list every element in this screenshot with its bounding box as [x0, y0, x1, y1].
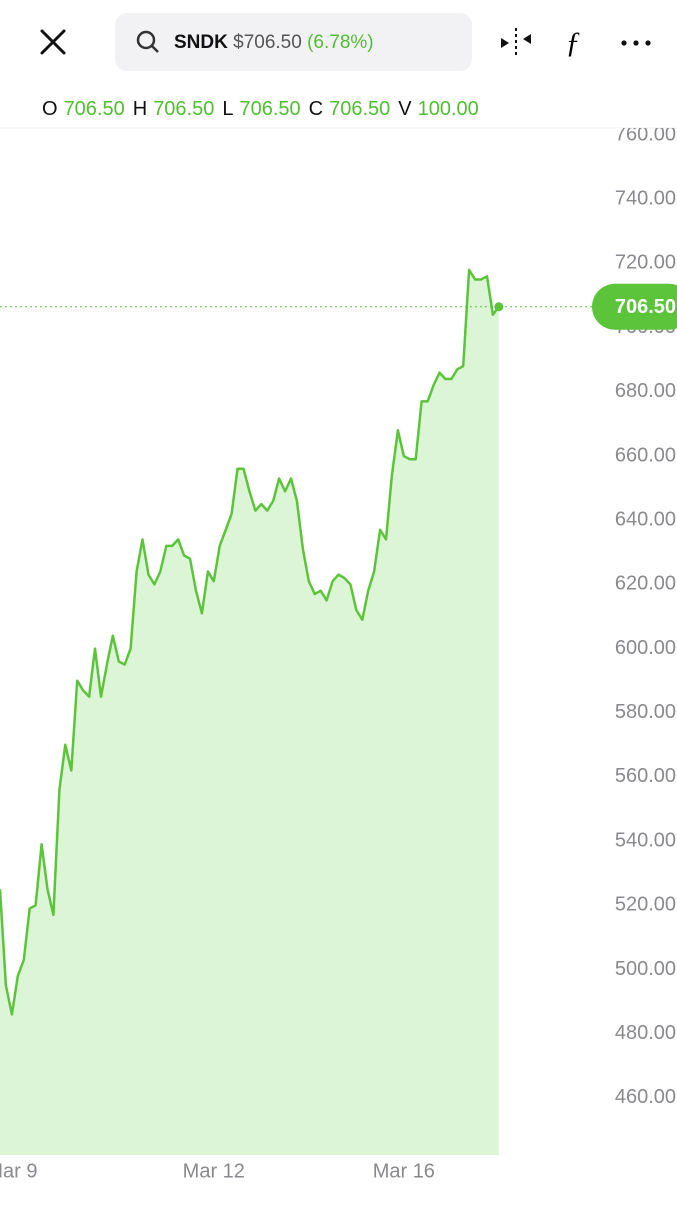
close-button[interactable] [40, 29, 66, 55]
y-tick-label: 580.00 [615, 701, 676, 723]
plot: 460.00 480.00 500.00 520.00 540.00 560.00 580.… [0, 123, 677, 1182]
price-badge [592, 283, 677, 330]
y-tick-label: 520.00 [615, 894, 676, 916]
ohlc-key: O [42, 98, 58, 120]
y-tick-label: 540.00 [615, 829, 676, 851]
y-tick-label: 560.00 [615, 765, 676, 787]
price: $706.50 [233, 32, 302, 53]
ohlc-key: H [133, 98, 147, 120]
y-tick-label: 660.00 [615, 444, 676, 466]
ohlc-value: 706.50 [329, 98, 390, 120]
y-tick-label: 500.00 [615, 958, 676, 980]
y-tick-label: 600.00 [615, 637, 676, 659]
ticker: SNDK [174, 32, 228, 53]
y-tick-label: 480.00 [615, 1022, 676, 1044]
change: (6.78%) [307, 32, 374, 53]
y-tick-label: 760.00 [615, 123, 676, 145]
y-tick-label: 640.00 [615, 508, 676, 530]
ohlc-value: 706.50 [239, 98, 300, 120]
last-point [494, 302, 504, 312]
search-icon [136, 30, 159, 53]
x-tick-label: Mar 16 [373, 1160, 435, 1182]
y-tick-label: 740.00 [615, 188, 676, 210]
compare-icon[interactable] [501, 28, 531, 58]
price-badge-label: 706.50 [615, 296, 676, 318]
x-tick-label: Mar 9 [0, 1160, 37, 1182]
ohlc-key: L [222, 98, 233, 120]
ohlc-value: 706.50 [153, 98, 214, 120]
ohlc-value: 706.50 [64, 98, 125, 120]
x-tick-label: Mar 12 [183, 1160, 245, 1182]
ohlc-key: V [398, 98, 412, 120]
ohlc-row: O 706.50 H 706.50 L 706.50 C 706.50 V 100.00 [42, 98, 479, 120]
y-tick-label: 680.00 [615, 380, 676, 402]
y-tick-label: 620.00 [615, 573, 676, 595]
more-button[interactable] [621, 40, 651, 46]
function-icon[interactable]: ƒ [566, 26, 581, 59]
search-box[interactable] [115, 13, 472, 71]
ohlc-value: 100.00 [418, 98, 479, 120]
ohlc-key: C [309, 98, 323, 120]
search-text: SNDK $706.50 (6.78%) [174, 32, 374, 53]
area-fill [0, 269, 499, 1155]
price-line [0, 268, 500, 1016]
y-tick-label: 720.00 [615, 252, 676, 274]
y-tick-label: 460.00 [615, 1086, 676, 1108]
